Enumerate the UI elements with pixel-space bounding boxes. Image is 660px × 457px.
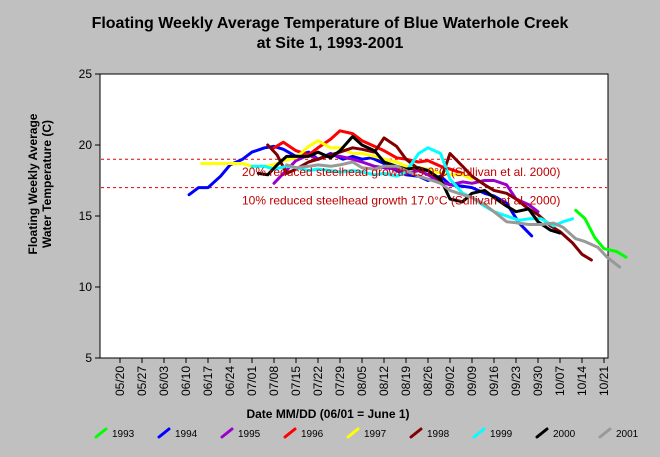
reference-line-label: 20% reduced steelhead growth 19.0°C (Sul…: [242, 165, 560, 179]
x-axis: 05/20 05/27 06/03 06/10 06/17 06/24 07/01 07/08…: [113, 358, 611, 396]
legend-label-1997: 1997: [364, 429, 387, 440]
legend-swatch-1999: [472, 427, 486, 439]
plot-area: [99, 73, 609, 359]
legend-label-1999: 1999: [490, 429, 513, 440]
x-tick-label: 07/08: [267, 366, 281, 396]
legend-label-1995: 1995: [238, 429, 261, 440]
y-tick-label: 25: [79, 67, 93, 81]
x-tick-label: 07/01: [245, 366, 259, 396]
y-tick-label: 20: [79, 138, 93, 152]
y-axis-title-line2: Water Temperature (C): [40, 120, 54, 248]
x-tick-label: 08/12: [377, 366, 391, 396]
legend-swatch-2001: [598, 427, 612, 439]
x-tick-label: 05/27: [135, 366, 149, 396]
x-tick-label: 08/19: [399, 366, 413, 396]
x-tick-label: 09/02: [443, 366, 457, 396]
y-tick-label: 5: [85, 351, 92, 365]
legend-swatch-1996: [283, 427, 297, 439]
chart-title-line1: Floating Weekly Average Temperature of B…: [91, 15, 569, 32]
x-tick-label: 07/22: [311, 366, 325, 396]
y-tick-label: 15: [79, 209, 93, 223]
series-line-2001: [285, 160, 622, 269]
chart-title: Floating Weekly Average Temperature of B…: [0, 14, 660, 54]
x-tick-label: 07/15: [289, 366, 303, 396]
legend-label-1998: 1998: [427, 429, 450, 440]
series-line-1996: [272, 129, 465, 175]
x-tick-label: 10/21: [597, 366, 611, 396]
x-tick-label: 09/23: [509, 366, 523, 396]
legend-swatch-1997: [346, 427, 360, 439]
legend-swatch-1995: [220, 427, 234, 439]
series-layer: 20% reduced steelhead growth 19.0°C (Sul…: [187, 129, 628, 269]
x-tick-label: 09/30: [531, 366, 545, 396]
legend-label-1993: 1993: [112, 429, 135, 440]
x-tick-label: 10/14: [575, 366, 589, 396]
x-tick-label: 09/09: [465, 366, 479, 396]
reference-line-label: 10% reduced steelhead growth 17.0°C (Sul…: [242, 194, 560, 208]
series-line-1999: [250, 146, 575, 228]
legend-label-2001: 2001: [616, 429, 639, 440]
x-tick-label: 08/05: [355, 366, 369, 396]
x-tick-label: 06/24: [223, 366, 237, 396]
chart-title-line2: at Site 1, 1993-2001: [256, 35, 404, 52]
x-tick-label: 06/10: [179, 366, 193, 396]
legend: 1993 1994 1995 1996 1997 1998 1999 2000 2001: [94, 427, 639, 440]
y-axis: 5 10 15 20 25: [79, 67, 100, 365]
x-tick-label: 05/20: [113, 366, 127, 396]
y-axis-title-line1: Floating Weekly Average: [26, 113, 40, 254]
x-tick-label: 08/26: [421, 366, 435, 396]
legend-swatch-1998: [409, 427, 423, 439]
series-line-1993: [574, 208, 628, 259]
y-tick-label: 10: [79, 280, 93, 294]
legend-swatch-1993: [94, 427, 108, 439]
x-tick-label: 10/07: [553, 366, 567, 396]
legend-swatch-2000: [535, 427, 549, 439]
x-tick-label: 06/17: [201, 366, 215, 396]
x-axis-title: Date MM/DD (06/01 = June 1): [246, 407, 409, 421]
legend-label-2000: 2000: [553, 429, 576, 440]
legend-label-1996: 1996: [301, 429, 324, 440]
x-tick-label: 07/29: [333, 366, 347, 396]
y-axis-title: Floating Weekly Average Water Temperatur…: [26, 113, 54, 254]
legend-label-1994: 1994: [175, 429, 198, 440]
series-line-1994: [187, 144, 534, 238]
x-tick-label: 09/16: [487, 366, 501, 396]
x-tick-label: 06/03: [157, 366, 171, 396]
legend-swatch-1994: [157, 427, 171, 439]
